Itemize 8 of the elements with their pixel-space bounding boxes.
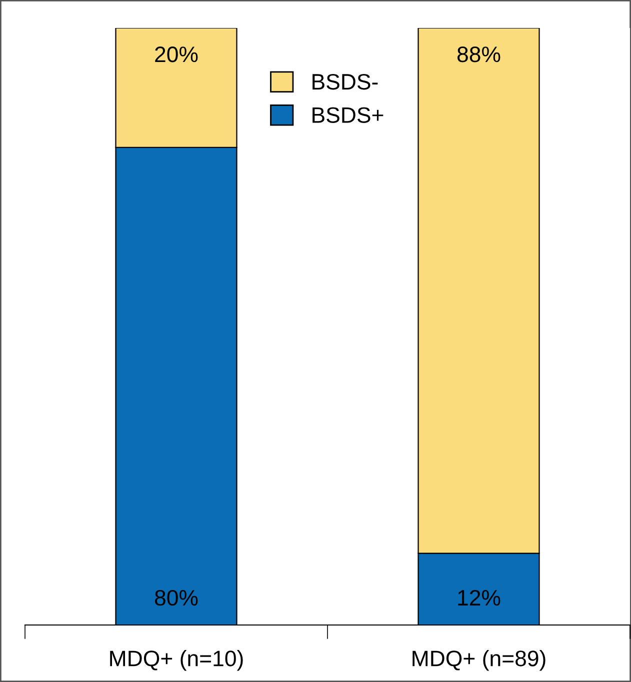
x-tick-label: MDQ+ (n=10) [110, 650, 243, 671]
legend-label: BSDS+ [312, 107, 384, 123]
legend-label: BSDS- [312, 74, 378, 90]
data-label: 12% [458, 590, 500, 606]
data-label: 20% [155, 46, 198, 62]
data-label: 80% [154, 590, 198, 606]
data-label: 88% [457, 46, 500, 62]
x-tick-label: MDQ+ (n=89) [412, 650, 546, 671]
